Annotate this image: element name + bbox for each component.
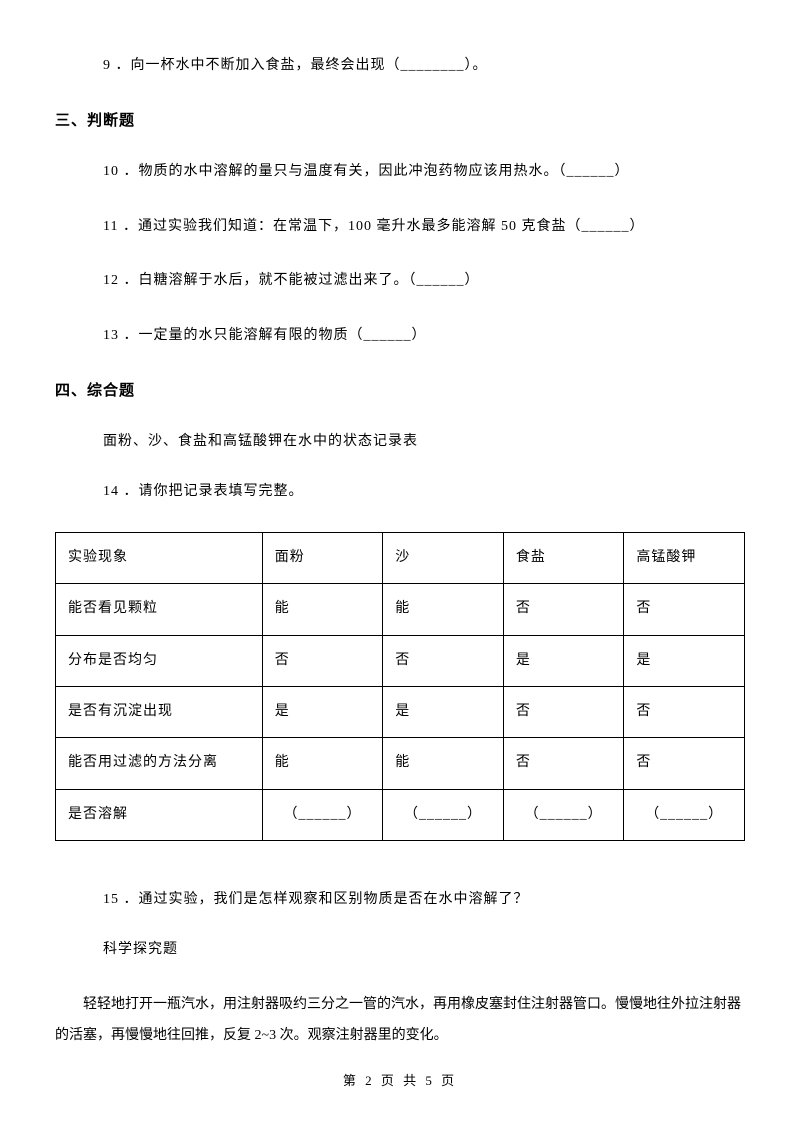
table-cell: 否 xyxy=(624,584,745,635)
experiment-paragraph: 轻轻地打开一瓶汽水，用注射器吸约三分之一管的汽水，再用橡皮塞封住注射器管口。慢慢… xyxy=(55,990,745,1052)
table-cell: 是否有沉淀出现 xyxy=(56,686,263,737)
table-header-cell: 食盐 xyxy=(503,532,624,583)
question-15: 15 ．通过实验，我们是怎样观察和区别物质是否在水中溶解了？ xyxy=(55,889,745,911)
table-cell: 否 xyxy=(503,738,624,789)
table-row: 能否看见颗粒 能 能 否 否 xyxy=(56,584,745,635)
table-cell: （______） xyxy=(383,789,504,840)
table-header-row: 实验现象 面粉 沙 食盐 高锰酸钾 xyxy=(56,532,745,583)
table-cell: 分布是否均匀 xyxy=(56,635,263,686)
table-cell: （______） xyxy=(624,789,745,840)
table-cell: 是 xyxy=(383,686,504,737)
section-4-title: 四、综合题 xyxy=(55,379,745,403)
experiment-title: 科学探究题 xyxy=(55,939,745,961)
observation-table: 实验现象 面粉 沙 食盐 高锰酸钾 能否看见颗粒 能 能 否 否 分布是否均匀 … xyxy=(55,532,745,841)
question-10: 10 ．物质的水中溶解的量只与温度有关，因此冲泡药物应该用热水。（______） xyxy=(55,161,745,183)
table-cell: 否 xyxy=(503,686,624,737)
question-14: 14 ．请你把记录表填写完整。 xyxy=(55,481,745,503)
table-row: 是否溶解 （______） （______） （______） （______） xyxy=(56,789,745,840)
table-cell: 能 xyxy=(262,738,383,789)
table-header-cell: 实验现象 xyxy=(56,532,263,583)
table-header-cell: 沙 xyxy=(383,532,504,583)
table-cell: 否 xyxy=(262,635,383,686)
question-9: 9 ．向一杯水中不断加入食盐，最终会出现（________）。 xyxy=(55,55,745,77)
table-cell: 是 xyxy=(624,635,745,686)
table-cell: 是否溶解 xyxy=(56,789,263,840)
table-cell: 否 xyxy=(624,686,745,737)
page-footer: 第 2 页 共 5 页 xyxy=(0,1071,800,1092)
table-cell: 能 xyxy=(262,584,383,635)
table-cell: 否 xyxy=(383,635,504,686)
table-row: 是否有沉淀出现 是 是 否 否 xyxy=(56,686,745,737)
table-cell: 否 xyxy=(624,738,745,789)
table-cell: 是 xyxy=(503,635,624,686)
table-cell: 是 xyxy=(262,686,383,737)
table-cell: 否 xyxy=(503,584,624,635)
table-cell: （______） xyxy=(262,789,383,840)
table-cell: 能 xyxy=(383,584,504,635)
section-4-intro: 面粉、沙、食盐和高锰酸钾在水中的状态记录表 xyxy=(55,431,745,453)
question-11: 11 ．通过实验我们知道：在常温下，100 毫升水最多能溶解 50 克食盐（__… xyxy=(55,216,745,238)
table-row: 分布是否均匀 否 否 是 是 xyxy=(56,635,745,686)
section-3-title: 三、判断题 xyxy=(55,109,745,133)
question-13: 13 ．一定量的水只能溶解有限的物质（______） xyxy=(55,325,745,347)
table-cell: 能否看见颗粒 xyxy=(56,584,263,635)
table-cell: 能否用过滤的方法分离 xyxy=(56,738,263,789)
question-12: 12 ．白糖溶解于水后，就不能被过滤出来了。（______） xyxy=(55,270,745,292)
table-cell: （______） xyxy=(503,789,624,840)
table-cell: 能 xyxy=(383,738,504,789)
table-row: 能否用过滤的方法分离 能 能 否 否 xyxy=(56,738,745,789)
experiment-body: 轻轻地打开一瓶汽水，用注射器吸约三分之一管的汽水，再用橡皮塞封住注射器管口。慢慢… xyxy=(55,990,745,1052)
table-header-cell: 面粉 xyxy=(262,532,383,583)
table-header-cell: 高锰酸钾 xyxy=(624,532,745,583)
